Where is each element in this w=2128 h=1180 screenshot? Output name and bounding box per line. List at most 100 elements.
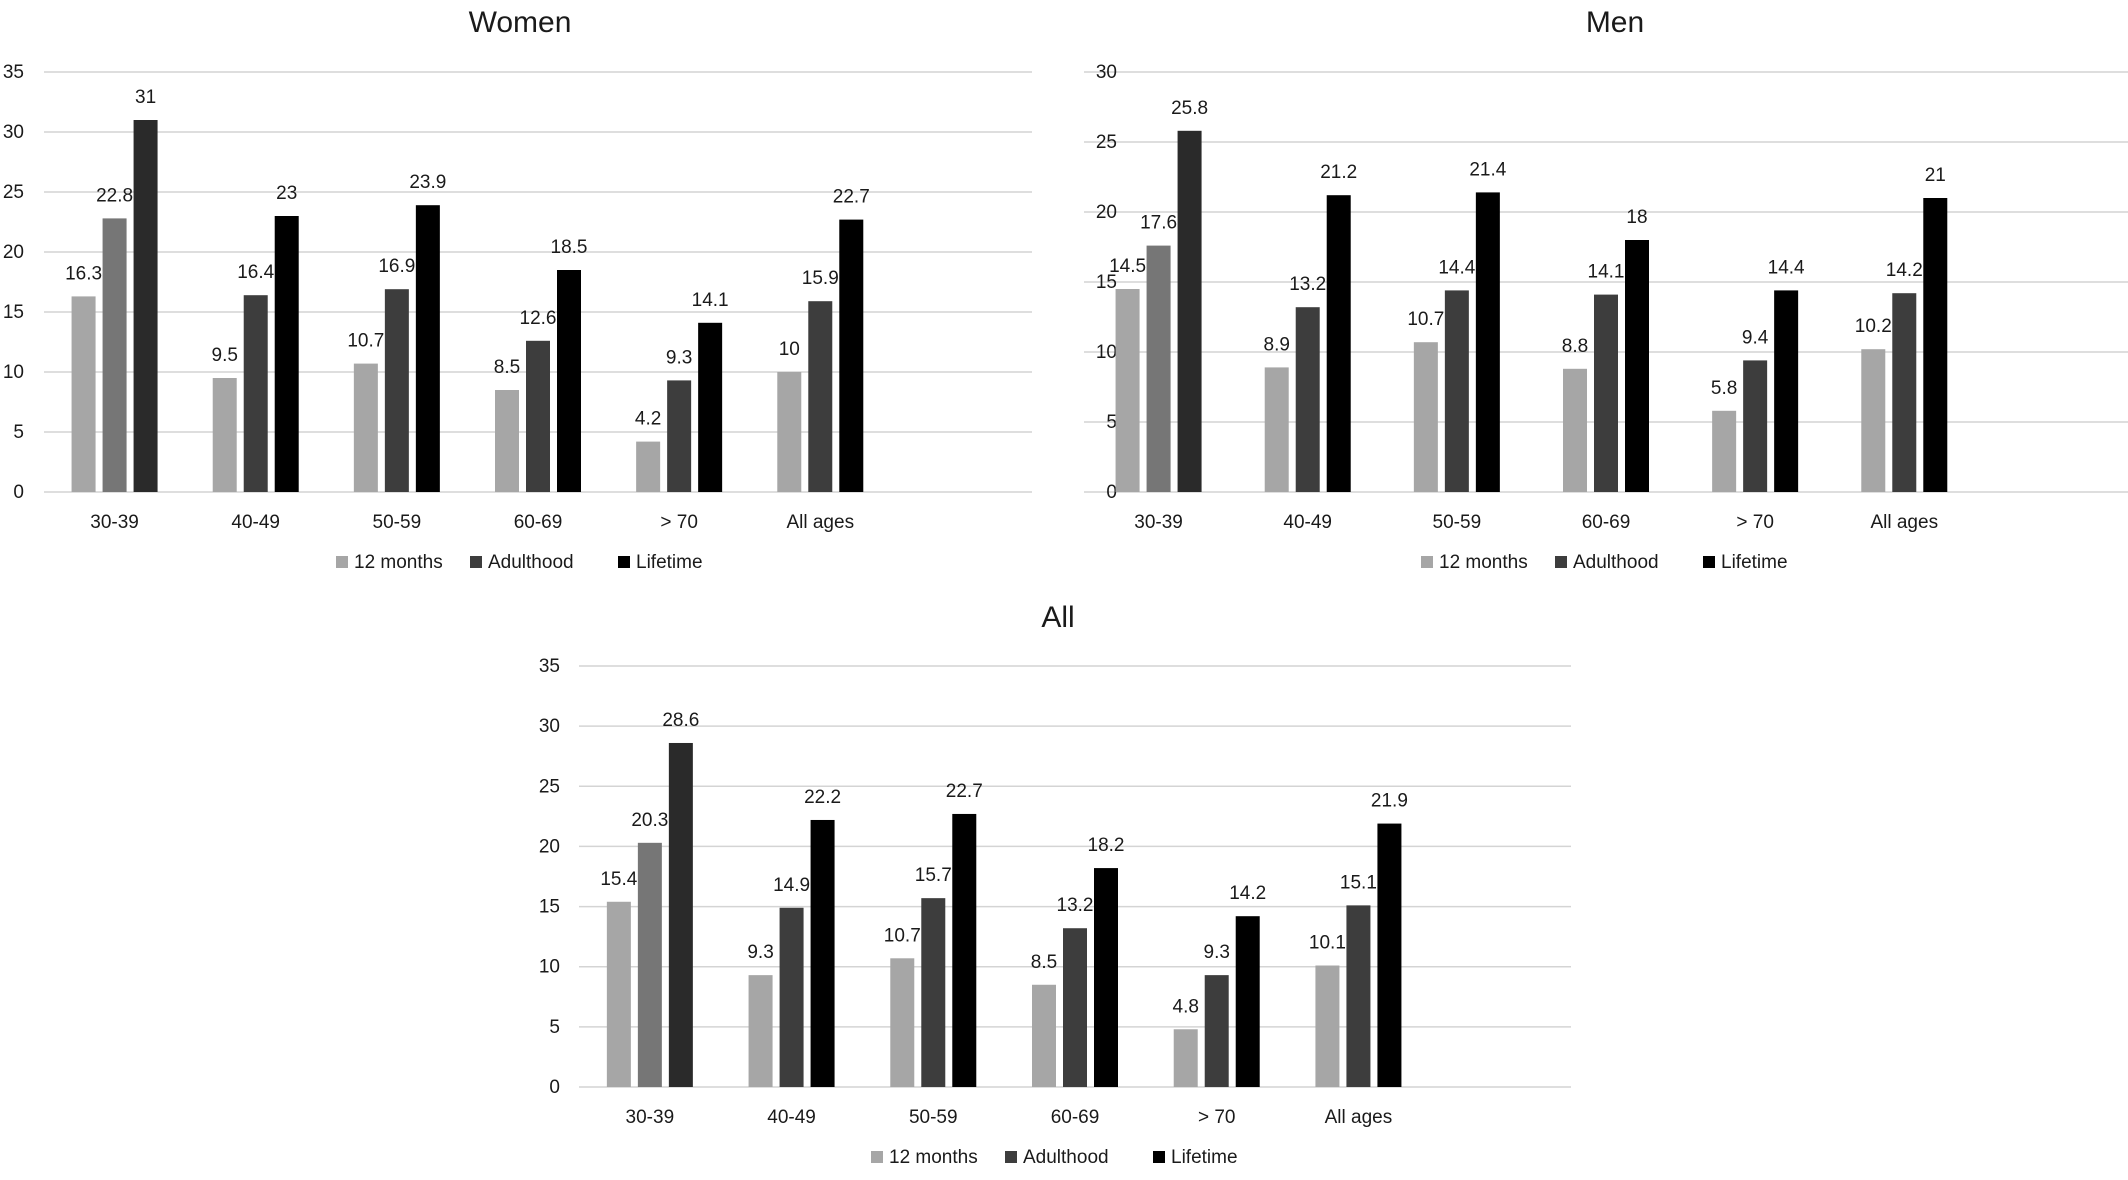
y-tick-label: 30	[539, 716, 560, 737]
data-label: 28.6	[662, 710, 699, 731]
legend-swatch	[470, 556, 482, 568]
bar-adulthood	[102, 218, 127, 492]
bar-12-months	[777, 372, 802, 492]
legend-label: 12 months	[1439, 552, 1528, 573]
bar-lifetime	[1326, 195, 1351, 492]
legend-label: Lifetime	[1721, 552, 1788, 573]
data-label: 18	[1626, 207, 1647, 228]
data-label: 10.7	[1407, 309, 1444, 330]
data-label: 18.2	[1088, 835, 1125, 856]
data-label: 8.5	[494, 357, 520, 378]
y-tick-label: 0	[1106, 482, 1117, 503]
data-label: 15.4	[600, 869, 637, 890]
legend-label: Adulthood	[1573, 552, 1659, 573]
data-label: 23.9	[409, 172, 446, 193]
data-label: 8.9	[1264, 334, 1290, 355]
legend-item-lifetime: Lifetime	[1153, 1147, 1238, 1168]
data-label: 21.4	[1469, 159, 1506, 180]
bar-lifetime	[810, 819, 835, 1087]
data-label: 10	[779, 339, 800, 360]
legend-label: Adulthood	[488, 552, 574, 573]
data-label: 16.9	[378, 256, 415, 277]
legend-item-lifetime: Lifetime	[1703, 552, 1788, 573]
bar-12-months	[636, 441, 661, 492]
chart-title: Men	[1586, 6, 1644, 39]
bar-12-months	[1413, 342, 1438, 492]
data-label: 10.2	[1855, 316, 1892, 337]
legend-item-adulthood: Adulthood	[1005, 1147, 1109, 1168]
category-label: All ages	[786, 512, 854, 533]
data-label: 14.9	[773, 875, 810, 896]
y-tick-label: 30	[1096, 62, 1117, 83]
category-label: All ages	[1870, 512, 1938, 533]
data-label: 22.7	[833, 187, 870, 208]
bar-adulthood	[1204, 975, 1229, 1087]
legend-label: Lifetime	[1171, 1147, 1238, 1168]
bar-adulthood	[1346, 905, 1371, 1087]
legend-item-12-months: 12 months	[1421, 552, 1528, 573]
data-label: 18.5	[551, 237, 588, 258]
data-label: 13.2	[1057, 895, 1094, 916]
y-tick-label: 20	[539, 836, 560, 857]
data-label: 9.3	[666, 347, 692, 368]
data-label: 20.3	[631, 810, 668, 831]
legend-item-12-months: 12 months	[336, 552, 443, 573]
data-label: 22.2	[804, 787, 841, 808]
bar-adulthood	[1444, 290, 1469, 492]
bar-lifetime	[415, 205, 440, 492]
data-label: 9.3	[747, 942, 773, 963]
data-label: 23	[276, 183, 297, 204]
bar-adulthood	[384, 289, 409, 492]
chart-men: Men 0 5 10 15 20 25 30 14.5 17.6 25.8 30-39 8.9 13.2 2…	[1084, 6, 2128, 573]
legend-item-adulthood: Adulthood	[470, 552, 574, 573]
bar-lifetime	[839, 219, 864, 492]
data-label: 31	[135, 87, 156, 108]
bar-adulthood	[1146, 245, 1171, 492]
data-label: 9.4	[1742, 327, 1769, 348]
y-tick-label: 5	[549, 1017, 560, 1038]
bar-lifetime	[557, 270, 581, 492]
category-label: 40-49	[767, 1107, 816, 1128]
bar-12-months	[1032, 984, 1056, 1087]
data-label: 10.1	[1309, 933, 1346, 954]
data-label: 22.8	[96, 185, 133, 206]
bar-adulthood	[1743, 360, 1768, 492]
y-tick-label: 10	[1096, 342, 1117, 363]
legend-label: Adulthood	[1023, 1147, 1109, 1168]
bar-12-months	[606, 901, 631, 1087]
legend-swatch	[1153, 1151, 1165, 1163]
chart-women: Women 0 5 10 15 20 25 30 35 16.3 22.8 31 30-39 9.5 16.…	[3, 6, 1032, 573]
data-label: 25.8	[1171, 98, 1208, 119]
legend-item-12-months: 12 months	[871, 1147, 978, 1168]
y-tick-label: 0	[549, 1077, 560, 1098]
y-tick-label: 25	[3, 182, 24, 203]
category-label: 50-59	[373, 512, 422, 533]
legend-swatch	[336, 556, 348, 568]
y-tick-label: 15	[3, 302, 24, 323]
bar-adulthood	[526, 340, 550, 492]
data-label: 14.5	[1109, 256, 1146, 277]
legend-swatch	[1703, 556, 1715, 568]
bar-12-months	[1861, 349, 1886, 492]
data-label: 14.4	[1768, 257, 1805, 278]
data-label: 8.5	[1031, 952, 1057, 973]
bar-lifetime	[1923, 198, 1948, 492]
bar-adulthood	[921, 898, 946, 1087]
legend-swatch	[871, 1151, 883, 1163]
bar-adulthood	[1892, 293, 1917, 492]
y-tick-label: 35	[3, 62, 24, 83]
category-label: 50-59	[909, 1107, 958, 1128]
bar-lifetime	[1625, 240, 1649, 492]
category-label: > 70	[660, 512, 698, 533]
data-label: 16.3	[65, 263, 102, 284]
data-label: 12.6	[520, 308, 557, 329]
bar-lifetime	[274, 216, 299, 492]
bar-adulthood	[779, 907, 804, 1087]
data-label: 21.2	[1320, 162, 1357, 183]
bar-12-months	[353, 363, 378, 492]
data-label: 4.2	[635, 409, 661, 430]
y-tick-label: 20	[3, 242, 24, 263]
bar-adulthood	[1295, 307, 1320, 492]
y-tick-label: 15	[539, 897, 560, 918]
bar-12-months	[495, 390, 519, 492]
